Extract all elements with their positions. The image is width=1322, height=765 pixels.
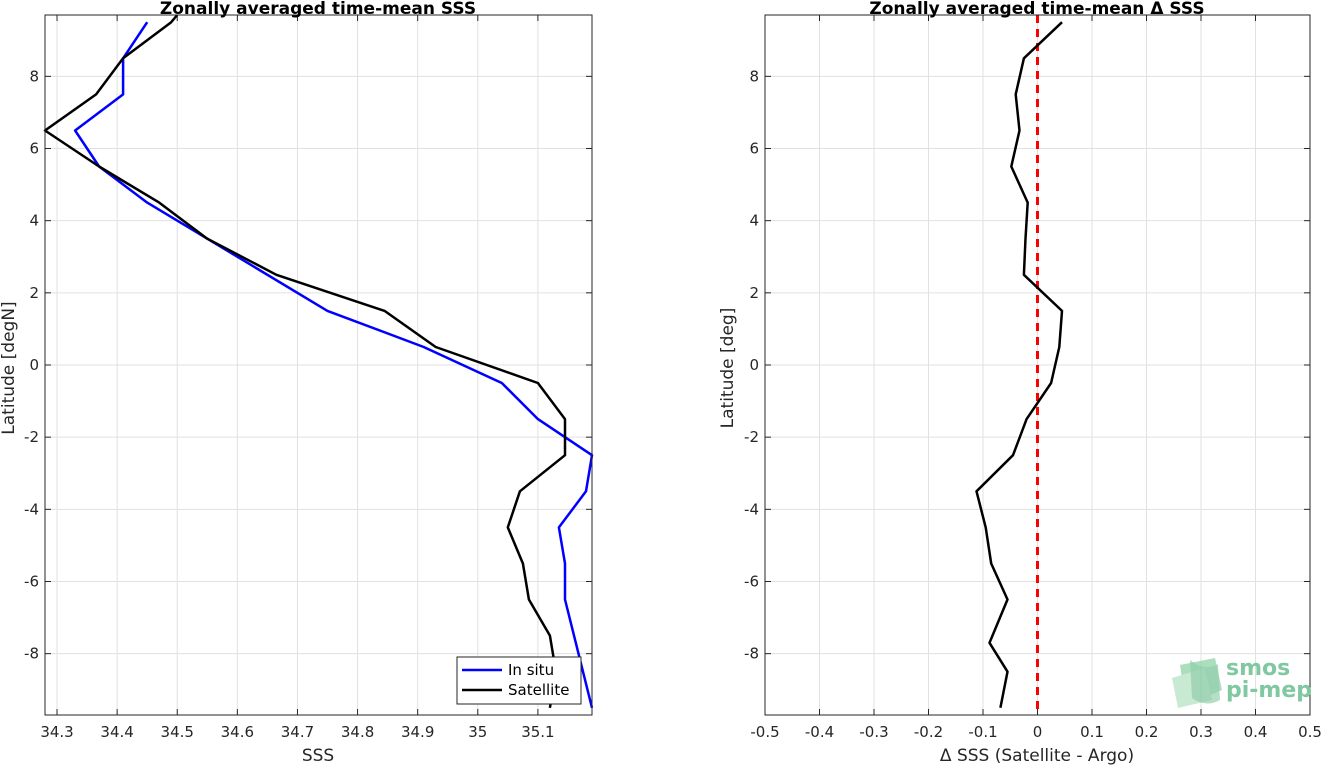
sss-series-in-situ-line: [73, 21, 594, 709]
legend-box: [456, 656, 582, 705]
sss-ytick-label: 6: [29, 140, 39, 158]
logo-wave-icon: [1172, 658, 1222, 708]
delta-xtick-label: 0.4: [1244, 723, 1268, 741]
sss-xtick-label: 34.4: [100, 723, 133, 741]
sss-ytick-label: -8: [24, 645, 39, 663]
sss-xtick-label: 34.7: [281, 723, 314, 741]
sss-ytick-label: 0: [29, 356, 39, 374]
delta-ylabel: Latitude [deg]: [718, 308, 738, 429]
delta-ytick-label: 2: [749, 284, 759, 302]
sss-ytick-label: -4: [24, 500, 39, 518]
sss-axes-box: [44, 14, 593, 716]
sss-series-satellite-line: [43, 14, 567, 709]
delta-xtick-label: -0.2: [914, 723, 943, 741]
delta-ytick-label: 4: [749, 212, 759, 230]
sss-ytick-label: 8: [29, 67, 39, 85]
sss-xtick-label: 34.9: [401, 723, 434, 741]
delta-xlabel: Δ SSS (Satellite - Argo): [940, 746, 1134, 765]
sss-title: Zonally averaged time-mean SSS: [160, 0, 476, 19]
delta-xtick-label: -0.1: [968, 723, 997, 741]
delta-title: Zonally averaged time-mean Δ SSS: [869, 0, 1204, 19]
sss-xtick-label: 34.3: [40, 723, 73, 741]
sss-xlabel: SSS: [302, 746, 334, 765]
sss-ytick-label: -2: [24, 428, 39, 446]
sss-panel: 34.3 34.4 34.5 34.6 34.7 34.8 34.9 35 35.1 -8 -6 -4…: [0, 0, 594, 765]
sss-ticks: 34.3 34.4 34.5 34.6 34.7 34.8 34.9 35 35.1 -8 -6 -4…: [24, 15, 592, 741]
legend-satellite-label: Satellite: [508, 681, 569, 699]
delta-xtick-label: 0.2: [1135, 723, 1159, 741]
delta-xtick-label: 0.3: [1189, 723, 1213, 741]
delta-ytick-label: 6: [749, 140, 759, 158]
sss-ylabel: Latitude [degN]: [0, 301, 19, 434]
legend-in-situ-label: In situ: [508, 661, 554, 679]
delta-ytick-label: -4: [744, 500, 759, 518]
sss-xtick-label: 35.1: [521, 723, 554, 741]
sss-xtick-label: 35: [468, 723, 487, 741]
delta-ytick-label: -8: [744, 645, 759, 663]
logo-line1: smos: [1226, 656, 1290, 681]
delta-ytick-label: -6: [744, 572, 759, 590]
delta-ticks: -0.5 -0.4 -0.3 -0.2 -0.1 0 0.1 0.2 0.3 0.4 0.5 -8 -6…: [744, 15, 1322, 741]
delta-sss-panel: -0.5 -0.4 -0.3 -0.2 -0.1 0 0.1 0.2 0.3 0.4 0.5 -8 -6…: [718, 0, 1322, 765]
delta-xtick-label: 0.1: [1080, 723, 1104, 741]
sss-xtick-label: 34.6: [221, 723, 254, 741]
logo-line2: pi-mep: [1226, 678, 1312, 703]
sss-xtick-label: 34.5: [161, 723, 194, 741]
delta-xtick-label: -0.3: [859, 723, 888, 741]
delta-ytick-label: 0: [749, 356, 759, 374]
delta-axes-box: [764, 14, 1311, 716]
sss-ytick-label: 4: [29, 212, 39, 230]
delta-series-delta-line: [975, 21, 1064, 709]
delta-ytick-label: -2: [744, 428, 759, 446]
sss-grid: [45, 15, 592, 715]
delta-xtick-label: 0.5: [1298, 723, 1322, 741]
delta-xtick-label: 0: [1033, 723, 1043, 741]
delta-lines: [975, 15, 1064, 715]
legend: In situ Satellite: [456, 656, 582, 705]
sss-xtick-label: 34.8: [341, 723, 374, 741]
smos-pimep-logo: smos pi-mep: [1172, 656, 1312, 708]
delta-xtick-label: -0.5: [750, 723, 779, 741]
sss-ytick-label: 2: [29, 284, 39, 302]
delta-ytick-label: 8: [749, 67, 759, 85]
sss-lines: [43, 14, 594, 709]
sss-ytick-label: -6: [24, 572, 39, 590]
delta-xtick-label: -0.4: [805, 723, 834, 741]
